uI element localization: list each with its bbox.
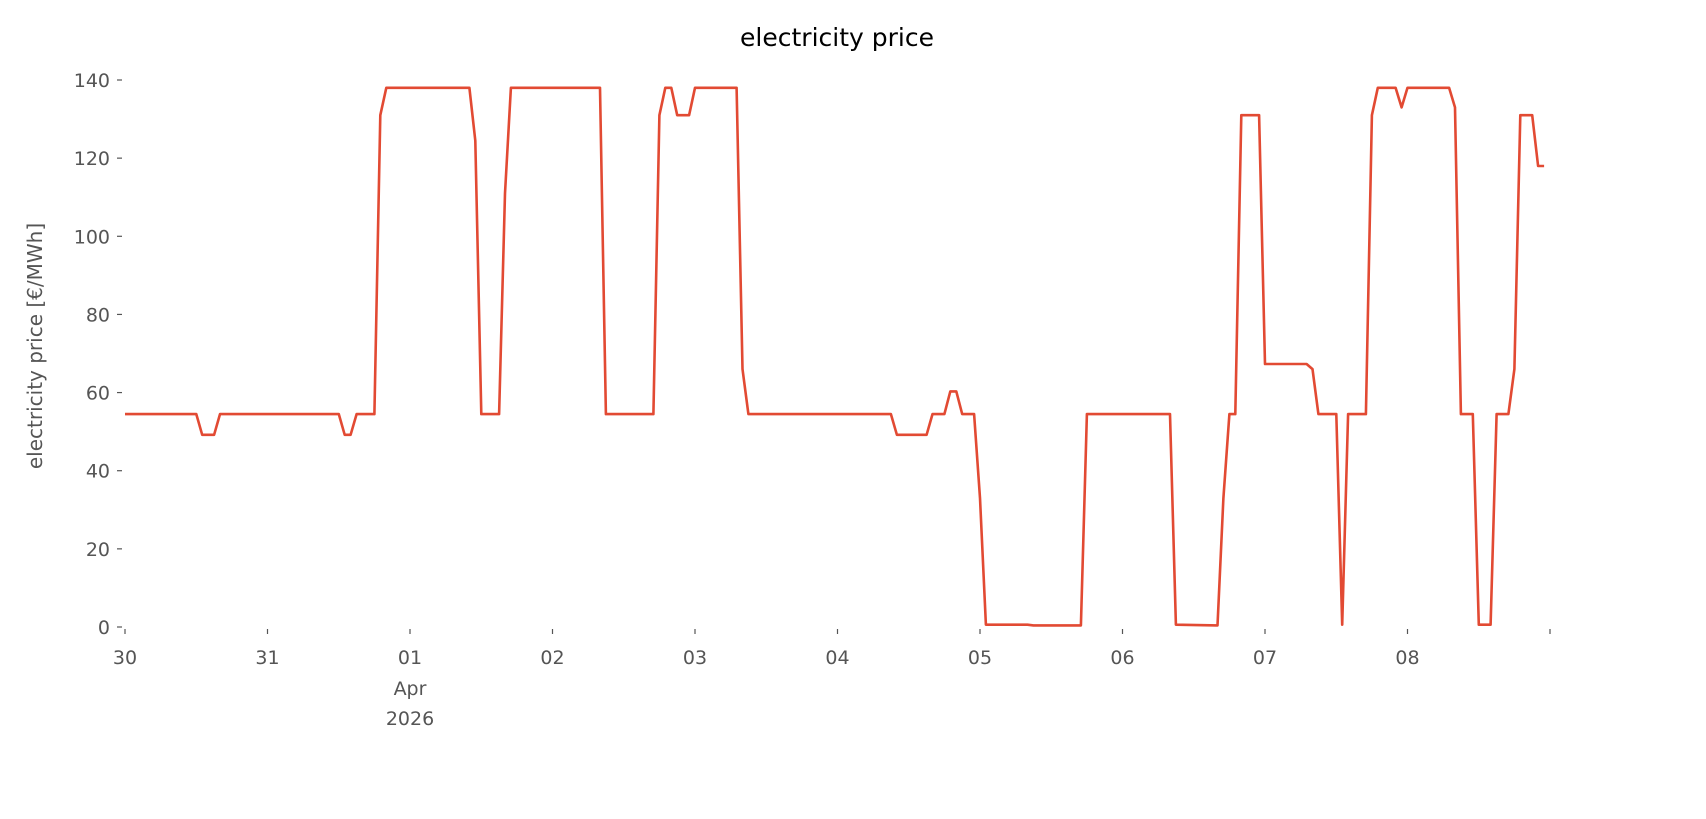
y-axis-label: electricity price [€/MWh] <box>23 223 47 469</box>
chart-title: electricity price <box>740 23 934 52</box>
x-tick-label: 30 <box>113 647 137 669</box>
x-tick-label: 31 <box>255 647 279 669</box>
x-tick-label: 01 <box>398 647 422 669</box>
x-tick-label: 02 <box>540 647 564 669</box>
y-tick-label: 100 <box>74 226 110 248</box>
y-tick-label: 120 <box>74 148 110 170</box>
y-tick-label: 80 <box>86 304 110 326</box>
x-tick-label: 04 <box>825 647 849 669</box>
y-tick-label: 20 <box>86 539 110 561</box>
y-axis: 0 20 40 60 80 100 120 140 <box>74 70 122 639</box>
x-tick-label: 06 <box>1110 647 1134 669</box>
x-axis: 30 31 01 Apr 2026 02 03 04 05 06 07 08 <box>113 629 1551 730</box>
x-tick-year-label: 2026 <box>386 708 434 730</box>
x-tick-label: 03 <box>683 647 707 669</box>
x-tick-label: 08 <box>1395 647 1419 669</box>
y-tick-label: 40 <box>86 461 110 483</box>
series-line <box>125 86 1545 627</box>
y-tick-label: 140 <box>74 70 110 92</box>
x-tick-label: 07 <box>1253 647 1277 669</box>
x-tick-month-label: Apr <box>394 678 427 700</box>
x-tick-label: 05 <box>968 647 992 669</box>
y-tick-label: 60 <box>86 383 110 405</box>
y-tick-label: 0 <box>98 617 110 639</box>
